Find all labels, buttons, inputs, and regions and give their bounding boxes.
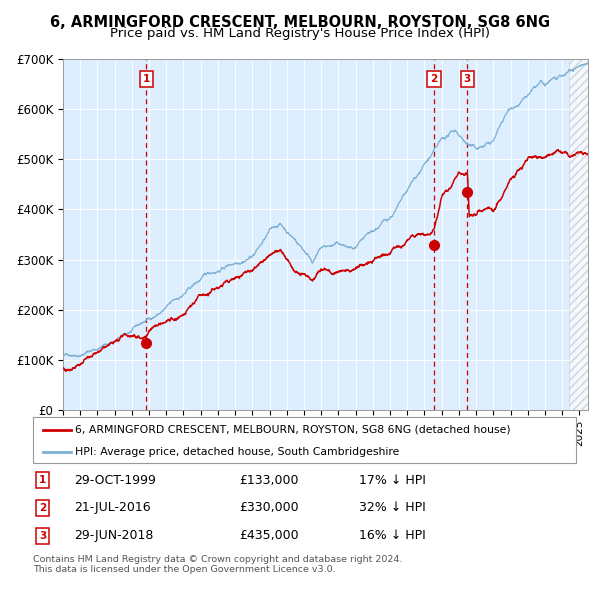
- Text: 32% ↓ HPI: 32% ↓ HPI: [359, 502, 425, 514]
- Text: 1: 1: [39, 475, 46, 485]
- Text: 1: 1: [142, 74, 150, 84]
- Text: 2: 2: [39, 503, 46, 513]
- Polygon shape: [569, 59, 588, 410]
- Text: 6, ARMINGFORD CRESCENT, MELBOURN, ROYSTON, SG8 6NG: 6, ARMINGFORD CRESCENT, MELBOURN, ROYSTO…: [50, 15, 550, 30]
- Text: 16% ↓ HPI: 16% ↓ HPI: [359, 529, 425, 542]
- Text: Contains HM Land Registry data © Crown copyright and database right 2024.: Contains HM Land Registry data © Crown c…: [33, 555, 403, 563]
- Text: £133,000: £133,000: [239, 474, 299, 487]
- Text: HPI: Average price, detached house, South Cambridgeshire: HPI: Average price, detached house, Sout…: [76, 447, 400, 457]
- Text: 17% ↓ HPI: 17% ↓ HPI: [359, 474, 425, 487]
- Text: 6, ARMINGFORD CRESCENT, MELBOURN, ROYSTON, SG8 6NG (detached house): 6, ARMINGFORD CRESCENT, MELBOURN, ROYSTO…: [76, 425, 511, 435]
- Text: This data is licensed under the Open Government Licence v3.0.: This data is licensed under the Open Gov…: [33, 565, 335, 574]
- Text: 29-JUN-2018: 29-JUN-2018: [74, 529, 153, 542]
- Text: £330,000: £330,000: [239, 502, 299, 514]
- Text: 29-OCT-1999: 29-OCT-1999: [74, 474, 155, 487]
- Text: 2: 2: [430, 74, 437, 84]
- FancyBboxPatch shape: [33, 417, 576, 463]
- Text: 3: 3: [39, 531, 46, 541]
- Text: 21-JUL-2016: 21-JUL-2016: [74, 502, 151, 514]
- Text: Price paid vs. HM Land Registry's House Price Index (HPI): Price paid vs. HM Land Registry's House …: [110, 27, 490, 40]
- Text: £435,000: £435,000: [239, 529, 299, 542]
- Text: 3: 3: [464, 74, 471, 84]
